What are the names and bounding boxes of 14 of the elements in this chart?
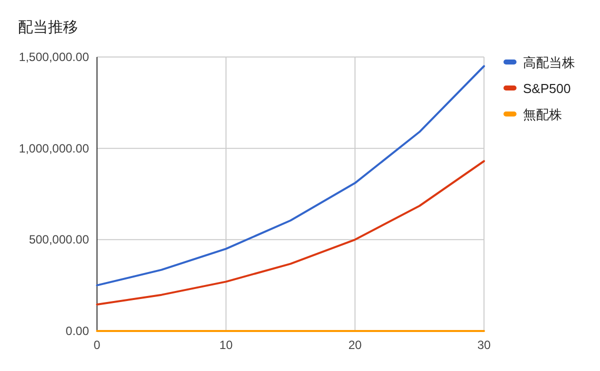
line-series <box>96 160 485 306</box>
x-tick-label: 20 <box>348 338 362 352</box>
legend-label: 無配株 <box>523 107 562 122</box>
legend-label: 高配当株 <box>523 55 575 70</box>
x-tick-label: 30 <box>477 338 491 352</box>
y-tick-label: 1,000,000.00 <box>18 141 90 156</box>
y-tick-label: 500,000.00 <box>28 232 90 247</box>
chart-title: 配当推移 <box>18 19 78 36</box>
legend-label: S&P500 <box>523 81 571 96</box>
x-tick-label: 10 <box>219 338 233 352</box>
line-series <box>96 65 485 286</box>
x-tick-label: 0 <box>94 338 101 352</box>
y-tick-label: 0.00 <box>66 324 90 338</box>
y-tick-label: 1,500,000.00 <box>18 50 90 64</box>
